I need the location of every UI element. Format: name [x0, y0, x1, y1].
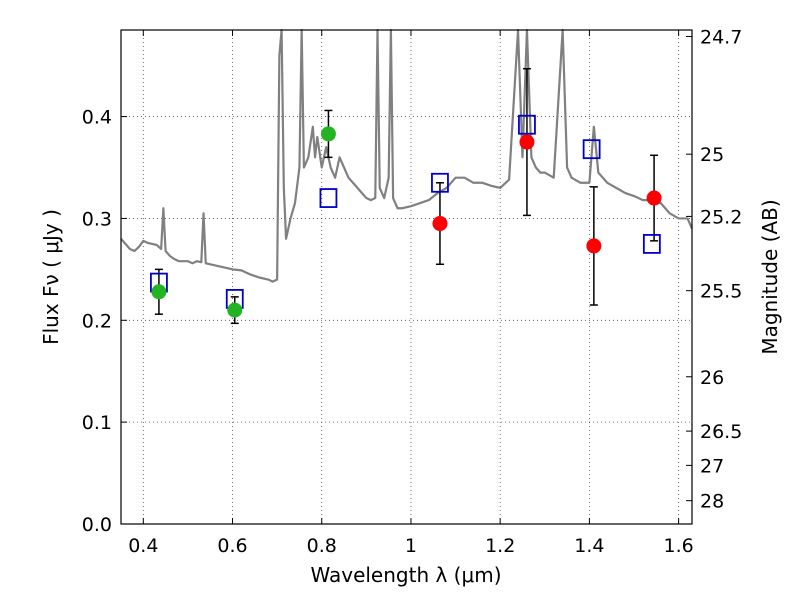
x-tick-label: 1.4 [574, 535, 604, 557]
y-tick-label: 0.3 [82, 208, 112, 230]
y2-tick-label: 24.7 [700, 26, 742, 48]
observed-point [320, 126, 336, 142]
y2-tick-label: 25 [700, 144, 724, 166]
grid-lines [121, 30, 692, 525]
observed-point [432, 216, 448, 232]
y-tick-label: 0.2 [82, 310, 112, 332]
y2-axis-label: Magnitude (AB) [758, 199, 782, 354]
y2-tick-label: 26.5 [700, 421, 742, 443]
plot-area [120, 28, 694, 325]
y2-tick-label: 25.2 [700, 206, 742, 228]
x-axis-label: Wavelength λ (μm) [310, 563, 501, 587]
observed-point [519, 134, 535, 150]
x-tick-label: 1.2 [485, 535, 515, 557]
y2-tick-label: 27 [700, 455, 724, 477]
observed-point [586, 238, 602, 254]
observed-point [151, 284, 167, 300]
y-tick-label: 0.4 [82, 107, 112, 129]
model-photometry-square [319, 188, 338, 208]
plot-frame [120, 29, 693, 525]
x-tick-label: 0.4 [128, 535, 158, 557]
y-tick-label: 0.0 [82, 514, 112, 536]
model-photometry-square [582, 139, 601, 160]
y2-tick-label: 28 [700, 491, 724, 513]
observed-point [646, 190, 662, 206]
y2-tick-label: 25.5 [700, 281, 742, 303]
y-tick-label: 0.1 [82, 412, 112, 434]
x-tick-label: 1.6 [664, 535, 694, 557]
model-photometry-square [518, 114, 536, 135]
y2-tick-label: 26 [700, 367, 724, 389]
observed-point [227, 302, 243, 318]
model-photometry-square [642, 233, 661, 254]
axes: 0.4 0.6 0.8 1 1.2 1.4 1.6 0.0 0.1 0.2 0.3 0.4 24.7 25… [82, 26, 743, 557]
x-tick-label: 0.8 [307, 535, 337, 557]
x-tick-label: 1 [405, 535, 417, 557]
x-tick-label: 0.6 [217, 535, 247, 557]
y-axis-label: Flux Fν ( μJy ) [39, 209, 63, 345]
spectrum-line [120, 28, 694, 283]
model-photometry-square [431, 172, 449, 193]
